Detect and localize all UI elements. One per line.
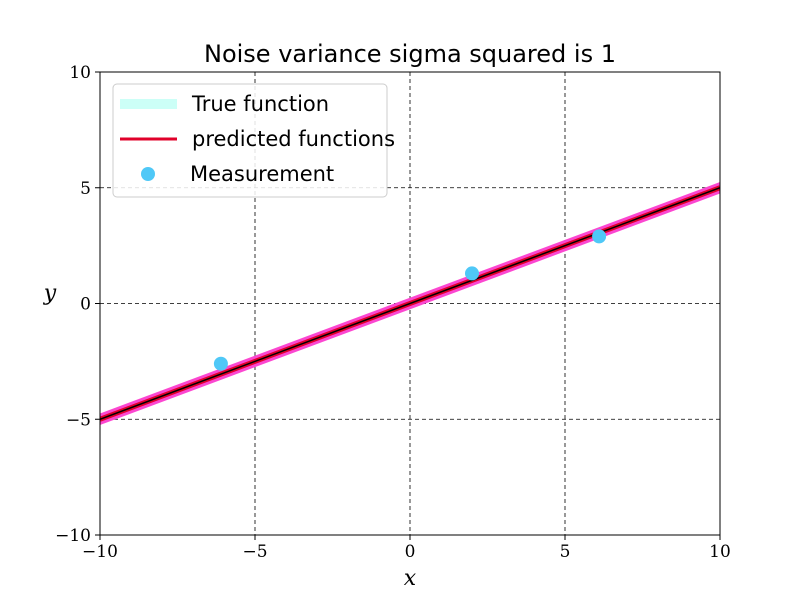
- x-tick-label: 10: [709, 542, 731, 562]
- y-tick-label: 0: [80, 295, 91, 315]
- legend-box: [112, 83, 388, 198]
- chart-title: Noise variance sigma squared is 1: [204, 40, 616, 68]
- mean-function-line: [100, 187, 720, 420]
- y-tick-label: −10: [55, 526, 91, 546]
- y-tick-label: −5: [66, 410, 91, 430]
- x-axis-label: x: [404, 566, 417, 591]
- x-tick-label: 5: [560, 542, 571, 562]
- y-tick-label: 10: [69, 63, 91, 83]
- x-tick-label: −10: [82, 542, 118, 562]
- legend-label: Measurement: [190, 162, 334, 186]
- axis-ticks: −10 −5 0 5 10 −10 −5 0 5 10: [55, 63, 731, 562]
- measurement-point: [213, 356, 228, 371]
- y-tick-label: 5: [80, 179, 91, 199]
- x-tick-label: −5: [242, 542, 267, 562]
- legend-swatch-measurement: [141, 167, 155, 181]
- measurement-point: [592, 229, 607, 244]
- legend: True function predicted functions Measurem…: [112, 83, 395, 198]
- data-layer: [100, 181, 720, 426]
- legend-label: True function: [191, 92, 329, 116]
- legend-label: predicted functions: [192, 127, 395, 151]
- x-tick-label: 0: [405, 542, 416, 562]
- y-axis-label: y: [43, 281, 57, 306]
- measurement-point: [465, 266, 479, 281]
